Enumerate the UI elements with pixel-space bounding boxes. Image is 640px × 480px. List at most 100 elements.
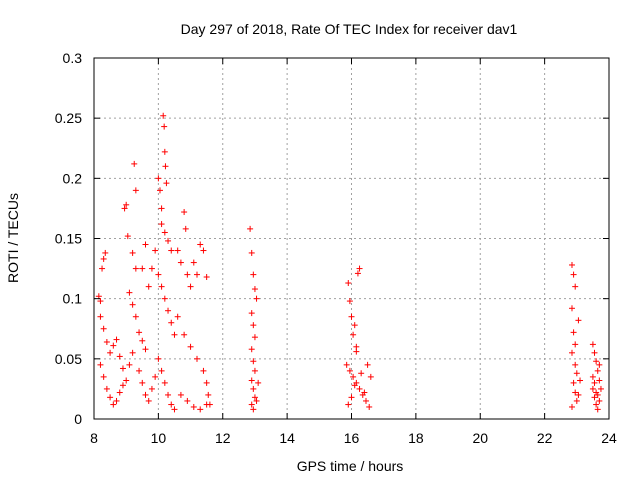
data-point: [248, 346, 255, 353]
data-point: [248, 401, 255, 408]
data-point: [250, 358, 257, 365]
y-tick-label: 0: [74, 411, 82, 427]
data-point: [596, 397, 603, 404]
data-point: [163, 180, 170, 187]
y-tick-label: 0.25: [55, 110, 82, 126]
data-point: [102, 249, 109, 256]
data-point: [568, 403, 575, 410]
data-point: [200, 367, 207, 374]
data-point: [116, 353, 123, 360]
data-point: [148, 265, 155, 272]
data-point: [139, 337, 146, 344]
x-tick-label: 24: [601, 430, 617, 446]
data-point: [187, 283, 194, 290]
data-point: [161, 295, 168, 302]
chart-title: Day 297 of 2018, Rate Of TEC Index for r…: [181, 21, 518, 37]
axes: 8 10 12 14 16 18 20 22 24 0 0.05 0.1 0.15 0.2 0.25 0.3: [55, 50, 617, 446]
data-point: [171, 406, 178, 413]
data-point: [367, 373, 374, 380]
data-point: [177, 391, 184, 398]
data-point: [119, 382, 126, 389]
data-point: [100, 255, 107, 262]
data-point: [136, 367, 143, 374]
data-point: [250, 322, 257, 329]
data-point: [351, 322, 358, 329]
data-points: [95, 112, 604, 413]
data-point: [171, 331, 178, 338]
x-tick-label: 14: [279, 430, 295, 446]
data-point: [155, 355, 162, 362]
data-point: [126, 361, 133, 368]
data-point: [161, 229, 168, 236]
data-point: [190, 259, 197, 266]
data-point: [575, 317, 582, 324]
data-point: [100, 325, 107, 332]
data-point: [100, 373, 107, 380]
data-point: [165, 307, 172, 314]
data-point: [203, 274, 210, 281]
data-point: [343, 361, 350, 368]
data-point: [577, 377, 584, 384]
data-point: [573, 370, 580, 377]
data-point: [572, 341, 579, 348]
y-tick-label: 0.2: [63, 170, 83, 186]
data-point: [248, 377, 255, 384]
data-point: [250, 406, 257, 413]
y-tick-label: 0.3: [63, 50, 83, 66]
data-point: [593, 358, 600, 365]
data-point: [97, 361, 104, 368]
data-point: [572, 389, 579, 396]
x-tick-label: 8: [90, 430, 98, 446]
y-axis-title: ROTI / TECUs: [5, 193, 21, 283]
x-tick-label: 18: [408, 430, 424, 446]
data-point: [129, 349, 136, 356]
data-point: [353, 348, 360, 355]
data-point: [121, 205, 128, 212]
x-axis-title: GPS time / hours: [297, 458, 404, 474]
data-point: [119, 365, 126, 372]
data-point: [113, 336, 120, 343]
data-point: [184, 397, 191, 404]
data-point: [194, 271, 200, 278]
data-point: [200, 247, 207, 254]
data-point: [97, 298, 104, 305]
data-point: [350, 373, 357, 380]
data-point: [181, 209, 188, 216]
data-point: [110, 401, 117, 408]
data-point: [248, 249, 255, 256]
x-tick-label: 22: [537, 430, 553, 446]
data-point: [161, 379, 168, 386]
x-tick-label: 12: [215, 430, 231, 446]
data-point: [350, 331, 357, 338]
data-point: [162, 163, 169, 170]
data-point: [572, 361, 579, 368]
data-point: [158, 205, 165, 212]
data-point: [593, 401, 600, 408]
data-point: [250, 385, 257, 392]
data-point: [348, 394, 355, 401]
data-point: [251, 286, 258, 293]
data-point: [123, 201, 130, 208]
data-point: [591, 379, 598, 386]
data-point: [596, 361, 603, 368]
data-point: [148, 385, 155, 392]
data-point: [158, 283, 165, 290]
data-point: [206, 401, 213, 408]
y-tick-label: 0.15: [55, 231, 82, 247]
data-point: [345, 401, 352, 408]
x-tick-label: 20: [472, 430, 488, 446]
data-point: [591, 349, 598, 356]
data-point: [570, 329, 577, 336]
data-point: [570, 379, 577, 386]
data-point: [113, 397, 120, 404]
data-point: [97, 313, 104, 320]
data-point: [356, 265, 363, 272]
data-point: [568, 261, 575, 268]
data-point: [351, 382, 358, 389]
data-point: [197, 406, 204, 413]
data-point: [345, 280, 352, 287]
data-point: [187, 343, 194, 350]
data-point: [158, 367, 165, 374]
data-point: [165, 237, 172, 244]
